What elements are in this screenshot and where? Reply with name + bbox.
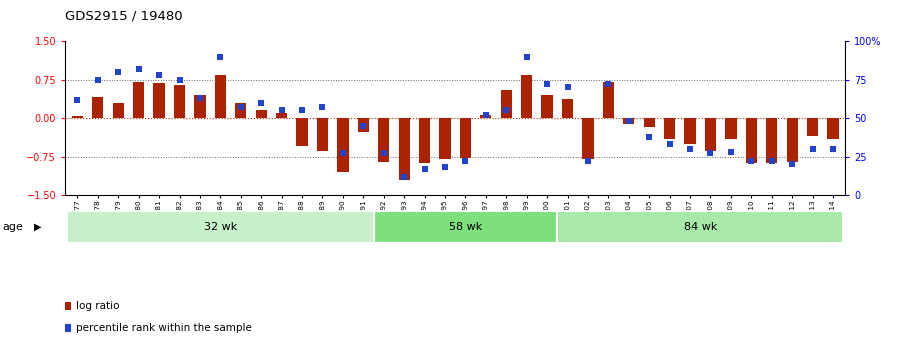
Point <box>724 149 738 155</box>
Bar <box>643 118 655 127</box>
Point <box>622 118 636 124</box>
Bar <box>317 118 329 151</box>
Point <box>785 161 799 167</box>
Point <box>642 134 656 139</box>
Point <box>274 108 289 113</box>
Bar <box>276 113 287 118</box>
Point <box>662 141 677 147</box>
Point <box>295 108 310 113</box>
Bar <box>725 118 737 139</box>
Text: age: age <box>3 222 24 232</box>
Bar <box>705 118 716 151</box>
Bar <box>684 118 696 144</box>
Point <box>703 151 718 156</box>
Point <box>479 112 493 118</box>
Point <box>458 158 472 164</box>
Bar <box>67 211 374 243</box>
Point <box>540 82 555 87</box>
Point <box>111 69 126 75</box>
Bar <box>195 95 205 118</box>
Bar <box>112 103 124 118</box>
Bar <box>541 95 553 118</box>
Point <box>356 123 370 129</box>
Bar <box>786 118 798 162</box>
Point <box>601 82 615 87</box>
Point <box>131 66 146 72</box>
Point <box>825 146 840 152</box>
Bar <box>92 97 103 118</box>
Text: percentile rank within the sample: percentile rank within the sample <box>76 323 252 333</box>
Bar <box>807 118 818 136</box>
Bar <box>174 85 186 118</box>
Point <box>805 146 820 152</box>
Bar <box>827 118 839 139</box>
Text: 84 wk: 84 wk <box>683 222 717 232</box>
Point <box>499 108 513 113</box>
Bar <box>582 118 594 159</box>
Point <box>193 96 207 101</box>
Point <box>744 158 758 164</box>
Bar <box>500 90 512 118</box>
Bar <box>603 82 614 118</box>
Text: GDS2915 / 19480: GDS2915 / 19480 <box>65 9 183 22</box>
Text: ▶: ▶ <box>33 222 41 232</box>
Bar <box>460 118 471 158</box>
Bar <box>133 82 144 118</box>
Bar <box>374 211 557 243</box>
Point <box>172 77 186 82</box>
Text: 32 wk: 32 wk <box>204 222 237 232</box>
Point <box>213 54 227 59</box>
Point <box>71 97 85 102</box>
Point <box>397 174 412 179</box>
Bar <box>338 118 348 172</box>
Point <box>336 151 350 156</box>
Bar <box>398 118 410 179</box>
Bar <box>557 211 843 243</box>
Bar <box>624 118 634 124</box>
Point <box>376 151 391 156</box>
Bar <box>521 75 532 118</box>
Point <box>417 166 432 171</box>
Point <box>581 158 595 164</box>
Bar <box>154 83 165 118</box>
Point <box>152 72 167 78</box>
Bar <box>562 99 573 118</box>
Text: 58 wk: 58 wk <box>449 222 482 232</box>
Bar <box>255 110 267 118</box>
Point <box>683 146 698 152</box>
Bar <box>378 118 389 162</box>
Point <box>765 158 779 164</box>
Bar <box>71 116 83 118</box>
Bar <box>419 118 430 163</box>
Point <box>560 85 575 90</box>
Bar <box>664 118 675 139</box>
Bar <box>297 118 308 146</box>
Point <box>254 100 269 106</box>
Bar <box>357 118 369 132</box>
Bar <box>481 115 491 118</box>
Bar <box>767 118 777 163</box>
Bar <box>440 118 451 159</box>
Bar <box>746 118 757 163</box>
Bar <box>235 103 246 118</box>
Point <box>233 105 248 110</box>
Point <box>90 77 105 82</box>
Text: log ratio: log ratio <box>76 301 120 311</box>
Point <box>519 54 534 59</box>
Bar <box>214 75 226 118</box>
Point <box>438 165 452 170</box>
Point <box>315 105 329 110</box>
